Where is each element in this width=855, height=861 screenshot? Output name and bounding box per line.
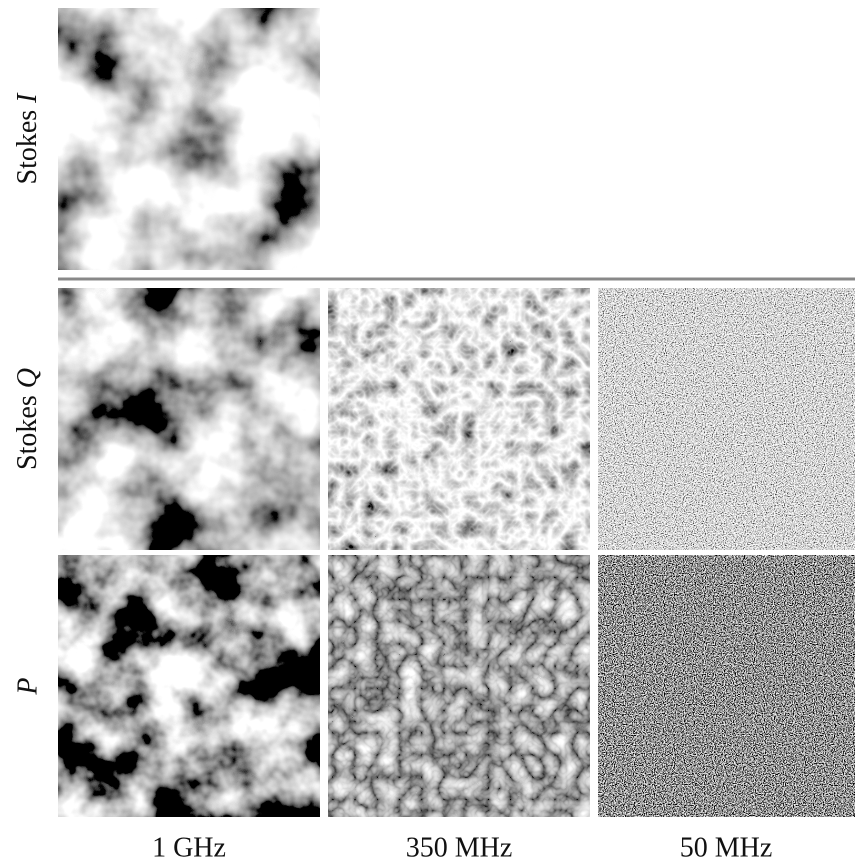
row-label-symbol: I — [12, 92, 43, 104]
image-panel — [58, 288, 320, 550]
row-label: Stokes I — [12, 92, 43, 185]
image-panel — [58, 8, 320, 270]
page: Stokes I Stokes Q P 1 GHz 350 MHz 50 MHz… — [0, 0, 855, 861]
image-panel — [328, 555, 590, 817]
image-panel — [58, 555, 320, 817]
row-label-symbol: Q — [12, 368, 43, 388]
row-label: P — [12, 677, 43, 695]
row-label-prefix: Stokes — [12, 395, 43, 470]
row-label: Stokes Q — [12, 368, 43, 470]
row-label-prefix: Stokes — [12, 110, 43, 185]
figure: Stokes I Stokes Q P 1 GHz 350 MHz 50 MHz — [0, 0, 855, 861]
column-label: 1 GHz — [152, 832, 226, 861]
image-panel — [598, 288, 855, 550]
column-label: 50 MHz — [680, 832, 773, 861]
image-panel — [598, 555, 855, 817]
column-label: 350 MHz — [406, 832, 513, 861]
image-panel — [328, 288, 590, 550]
